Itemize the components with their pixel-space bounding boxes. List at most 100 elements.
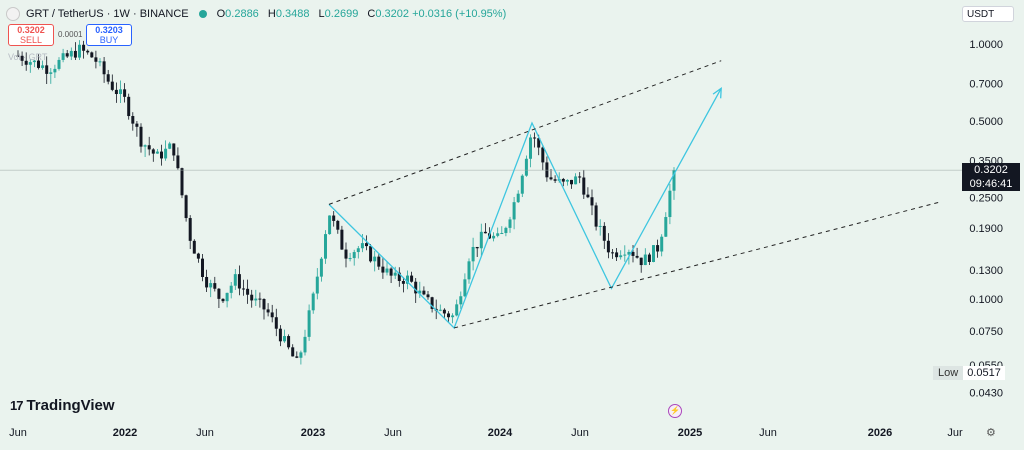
candle — [520, 174, 524, 198]
zigzag-pattern-line[interactable] — [328, 88, 722, 330]
ohlc-values: O0.2886 H0.3488 L0.2699 C0.3202 +0.0316 … — [216, 8, 507, 20]
candle — [78, 40, 81, 60]
candle — [352, 249, 356, 266]
candle — [180, 167, 184, 199]
gear-icon[interactable]: ⚙ — [986, 427, 996, 439]
candle — [410, 271, 414, 283]
price-axis[interactable]: 1.00000.70000.50000.35000.25000.19000.13… — [969, 39, 1003, 399]
candle — [65, 49, 69, 59]
price-tick-label: 0.7000 — [969, 79, 1003, 91]
candle — [356, 245, 360, 259]
symbol-header: GRT / TetherUS · 1W · BINANCE O0.2886 H0… — [6, 6, 506, 22]
candle — [155, 148, 159, 154]
candle — [529, 134, 532, 168]
candle — [106, 69, 110, 85]
candle — [582, 169, 586, 199]
candle — [225, 292, 229, 308]
candle — [479, 223, 483, 257]
candle — [114, 82, 118, 103]
candle — [287, 334, 291, 350]
candle — [471, 237, 475, 271]
candle — [541, 145, 545, 171]
low-marker: Low 0.0517 — [933, 366, 1005, 380]
candle — [213, 276, 217, 292]
candle — [606, 233, 610, 259]
symbol-title[interactable]: GRT / TetherUS · 1W · BINANCE — [26, 8, 189, 20]
currency-selector[interactable]: USDT — [962, 6, 1014, 22]
price-tick-label: 0.2500 — [969, 193, 1003, 205]
lightning-icon[interactable]: ⚡ — [668, 404, 682, 418]
candle — [496, 227, 500, 238]
candle — [262, 298, 266, 320]
candle — [492, 232, 496, 242]
candle — [619, 250, 623, 260]
candle — [332, 211, 336, 227]
price-tick-label: 0.1300 — [969, 265, 1003, 277]
candle — [270, 304, 274, 323]
time-tick-label: Jun — [9, 427, 27, 439]
candle — [135, 120, 139, 137]
lower-channel-line[interactable] — [454, 201, 941, 329]
candle — [656, 239, 660, 258]
candle — [233, 268, 237, 290]
candle — [217, 287, 221, 309]
candle — [475, 246, 479, 257]
tradingview-logo[interactable]: 17 TradingView — [10, 397, 115, 414]
candle — [307, 304, 311, 341]
time-tick-label: Jun — [571, 427, 589, 439]
candle — [524, 155, 528, 177]
sell-button[interactable]: 0.3202 SELL — [8, 24, 54, 46]
candle — [533, 132, 537, 148]
candle — [647, 252, 651, 265]
candle — [668, 183, 672, 225]
candle — [340, 225, 344, 250]
candle — [37, 54, 40, 70]
candle — [73, 42, 77, 61]
candle — [504, 226, 508, 237]
candle — [201, 253, 204, 282]
candle — [611, 248, 614, 259]
candle — [164, 140, 168, 161]
candle — [377, 253, 381, 270]
candle — [254, 289, 258, 307]
candle — [516, 190, 520, 203]
candle — [328, 215, 332, 235]
candle — [635, 247, 639, 259]
candle — [389, 267, 393, 283]
candle — [192, 239, 196, 254]
tradingview-wordmark: TradingView — [26, 397, 115, 414]
candle — [237, 265, 241, 296]
candle — [672, 167, 676, 200]
candle — [348, 252, 352, 262]
candle-countdown: 09:46:41 — [969, 178, 1013, 190]
time-tick-label: 2024 — [488, 427, 513, 439]
candle — [41, 60, 45, 70]
sell-label: SELL — [19, 35, 43, 45]
candle — [397, 267, 401, 287]
time-tick-label: 2022 — [113, 427, 137, 439]
candle — [336, 219, 340, 234]
spread-value: 0.0001 — [58, 30, 83, 39]
time-axis[interactable]: Jun 2022 Jun 2023 Jun 2024 Jun 2025 Jun 2026 Jur — [9, 427, 963, 439]
candle — [119, 80, 122, 103]
volume-legend[interactable]: Vol · GRT — [8, 52, 48, 62]
candle — [229, 282, 233, 299]
candle — [196, 252, 200, 263]
candle — [221, 298, 225, 304]
candle — [406, 270, 409, 290]
buy-button[interactable]: 0.3203 BUY — [86, 24, 132, 46]
candle — [151, 148, 155, 162]
candle — [664, 212, 668, 238]
candle — [303, 329, 307, 356]
candle — [90, 51, 94, 58]
candle — [246, 279, 250, 304]
candle — [602, 222, 606, 249]
upper-channel-line[interactable] — [328, 60, 722, 205]
last-price-tag: 0.3202 09:46:41 — [962, 163, 1020, 191]
candle — [110, 74, 114, 92]
candle — [500, 226, 504, 235]
candle — [315, 268, 319, 300]
candle — [172, 143, 176, 161]
